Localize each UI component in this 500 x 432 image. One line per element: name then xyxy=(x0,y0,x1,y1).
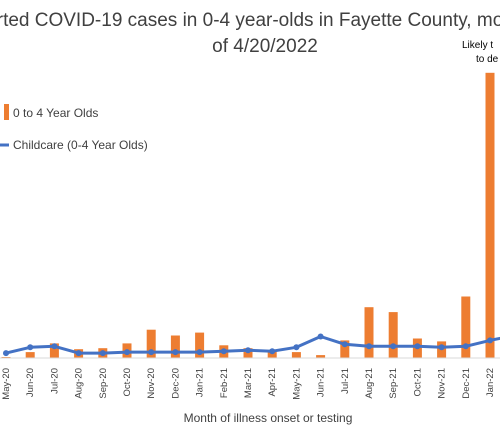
bar-aug-21 xyxy=(364,307,374,358)
bar-jan-21 xyxy=(195,332,205,358)
childcare-point-feb-21 xyxy=(220,348,227,355)
x-tick-label: Nov-20 xyxy=(146,368,157,399)
childcare-point-may-21 xyxy=(293,344,300,351)
childcare-point-may-20 xyxy=(3,350,9,357)
x-tick-label: Sep-21 xyxy=(388,368,399,399)
x-tick-label: May-21 xyxy=(291,368,302,400)
x-tick-label: Dec-20 xyxy=(170,368,181,399)
childcare-point-dec-21 xyxy=(462,343,469,350)
bar-may-21 xyxy=(291,352,301,358)
x-tick-label: Jan-21 xyxy=(195,368,206,397)
x-tick-label: May-20 xyxy=(1,368,12,400)
childcare-point-sep-20 xyxy=(99,350,106,357)
bar-dec-20 xyxy=(170,335,180,358)
childcare-point-mar-21 xyxy=(245,347,251,354)
x-tick-labels: May-20 Jun-20 Jul-20 Aug-20 Sep-20 Oct-20 Nov-… xyxy=(1,368,496,400)
line-series-group xyxy=(3,333,500,357)
childcare-point-jul-20 xyxy=(51,343,58,350)
bar-jul-20 xyxy=(49,343,59,358)
childcare-point-jun-20 xyxy=(27,344,34,351)
bar-jun-20 xyxy=(25,352,35,358)
bar-nov-20 xyxy=(146,329,156,358)
bar-sep-21 xyxy=(388,312,398,358)
childcare-point-jan-21 xyxy=(196,349,203,356)
childcare-point-jul-21 xyxy=(341,341,348,348)
childcare-point-oct-21 xyxy=(414,343,421,350)
childcare-point-aug-21 xyxy=(366,343,372,350)
childcare-point-jun-21 xyxy=(317,333,324,340)
legend-label-0-to-4: 0 to 4 Year Olds xyxy=(13,106,98,120)
x-tick-label: Mar-21 xyxy=(243,368,254,398)
legend-label-childcare: Childcare (0-4 Year Olds) xyxy=(13,138,148,152)
x-tick-label: Jun-21 xyxy=(316,368,327,397)
x-tick-label: Apr-21 xyxy=(267,368,278,397)
bar-jan-22 xyxy=(485,72,495,359)
childcare-series-line xyxy=(5,335,500,355)
x-tick-label: Jun-20 xyxy=(25,368,36,397)
childcare-point-oct-20 xyxy=(124,349,130,356)
x-tick-label: Sep-20 xyxy=(98,368,109,399)
x-tick-label: Aug-21 xyxy=(364,368,375,399)
childcare-point-nov-20 xyxy=(148,349,155,356)
bar-jun-21 xyxy=(316,355,326,358)
childcare-point-jan-22 xyxy=(487,337,493,344)
childcare-point-dec-20 xyxy=(172,349,179,356)
x-tick-label: Dec-21 xyxy=(461,368,472,399)
bar-dec-21 xyxy=(461,296,471,358)
chart-title-line-2: of 4/20/2022 xyxy=(212,36,318,57)
bar-jul-21 xyxy=(340,340,350,358)
childcare-point-apr-21 xyxy=(269,348,276,355)
x-tick-label: Oct-20 xyxy=(122,368,133,397)
x-axis-title: Month of illness onset or testing xyxy=(184,411,353,425)
x-tick-label: Nov-21 xyxy=(437,368,448,399)
x-tick-label: Aug-20 xyxy=(74,368,85,399)
legend-swatch-bar xyxy=(4,104,9,120)
childcare-point-sep-21 xyxy=(390,343,397,350)
x-tick-label: Oct-21 xyxy=(412,368,423,397)
chart-title-line-1: orted COVID-19 cases in 0-4 year-olds in… xyxy=(0,10,500,31)
annotation-line-1: Likely t xyxy=(462,40,493,51)
x-tick-label: Feb-21 xyxy=(219,368,230,398)
x-tick-label: Jul-20 xyxy=(49,368,60,394)
annotation-line-2: to de xyxy=(476,54,499,65)
childcare-point-nov-21 xyxy=(438,344,445,351)
x-tick-label: Jul-21 xyxy=(340,368,351,394)
childcare-point-aug-20 xyxy=(75,350,82,357)
x-tick-label: Jan-22 xyxy=(485,368,496,397)
